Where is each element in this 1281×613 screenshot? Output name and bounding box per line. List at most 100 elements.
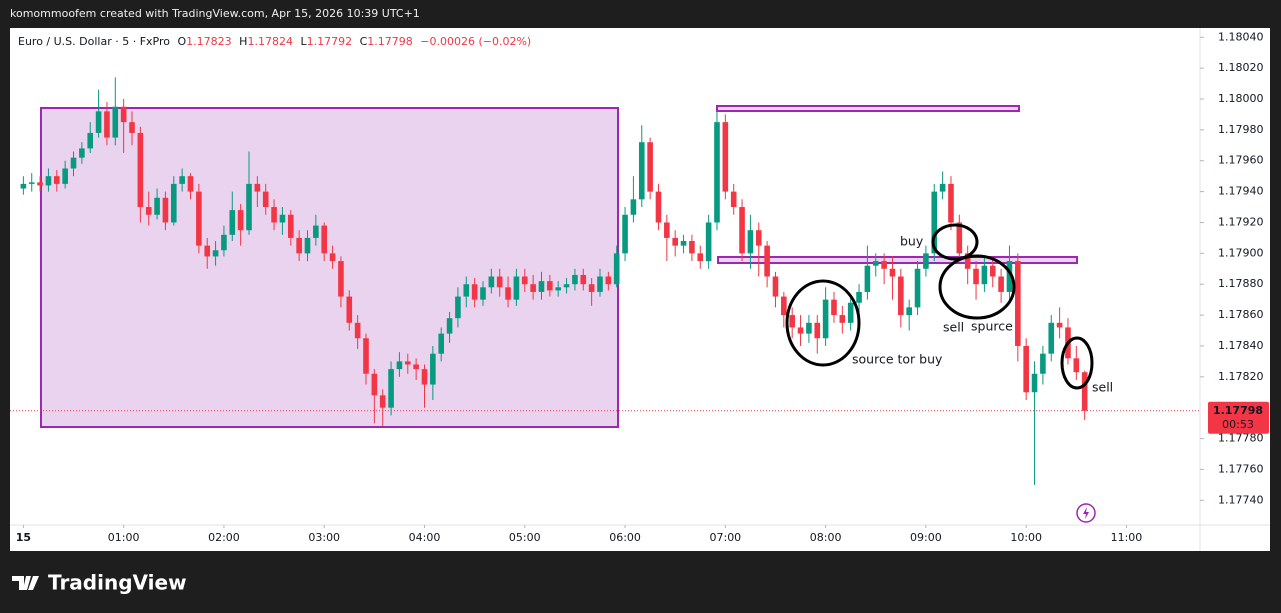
- candle-body: [221, 234, 227, 251]
- circle-drawing: [938, 254, 1016, 320]
- candle-body: [53, 176, 60, 184]
- candle-body: [346, 296, 353, 323]
- candle-body: [137, 132, 144, 208]
- candle-body: [45, 176, 52, 186]
- y-tick-label: 1.17820: [1218, 370, 1264, 383]
- y-tick-label: 1.18000: [1218, 92, 1264, 105]
- candle-body: [839, 315, 846, 323]
- candle-body: [889, 268, 896, 277]
- candle-body: [647, 142, 653, 192]
- candle-body: [1081, 372, 1088, 411]
- x-tick-label: 09:00: [910, 531, 942, 544]
- ohlc-label: H: [239, 35, 247, 48]
- candle-body: [388, 369, 394, 408]
- candle-body: [521, 276, 528, 285]
- candle-body: [145, 207, 152, 215]
- ohlc-value: 1.17824: [247, 35, 293, 48]
- candle-body: [822, 299, 829, 339]
- x-tick-label: 04:00: [409, 531, 441, 544]
- candle-body: [496, 276, 503, 288]
- y-tick-label: 1.17740: [1218, 493, 1264, 506]
- candle-body: [70, 157, 77, 169]
- candle-body: [170, 183, 177, 223]
- candle-body: [981, 265, 988, 285]
- y-tick-label: 1.17780: [1218, 432, 1264, 445]
- candle-body: [948, 183, 954, 223]
- candle-body: [246, 183, 252, 231]
- countdown: 00:53: [1222, 418, 1254, 431]
- candle-body: [906, 307, 912, 316]
- y-tick-label: 1.17840: [1218, 339, 1264, 352]
- candle-body: [547, 281, 553, 291]
- candle-body: [797, 327, 804, 334]
- candle-body: [463, 284, 470, 297]
- candles: [20, 77, 1088, 485]
- candle-body: [588, 284, 595, 292]
- price-label-box: [1208, 401, 1269, 434]
- candle-body: [413, 364, 419, 370]
- candle-body: [580, 274, 587, 285]
- candle-body: [229, 210, 236, 235]
- annotation: sell: [943, 320, 964, 335]
- candle-body: [313, 225, 319, 238]
- candle-body: [237, 210, 244, 231]
- candle-body: [471, 284, 478, 300]
- candle-body: [488, 276, 495, 288]
- x-tick-label: 02:00: [208, 531, 240, 544]
- circle-drawing: [785, 279, 861, 367]
- candle-body: [271, 207, 277, 223]
- ohlc-value: 1.17792: [307, 35, 353, 48]
- candle-body: [856, 291, 862, 303]
- candle-body: [212, 250, 219, 257]
- candle-body: [154, 197, 160, 215]
- candle-body: [37, 182, 43, 186]
- candle-body: [87, 132, 94, 149]
- candle-body: [79, 148, 85, 158]
- candle-body: [630, 199, 637, 215]
- candle-body: [730, 191, 737, 208]
- candle-body: [898, 276, 904, 316]
- candle-body: [597, 276, 603, 292]
- candle-body: [1023, 345, 1029, 393]
- candle-body: [1015, 261, 1021, 346]
- candle-body: [847, 302, 854, 323]
- circle-drawing: [931, 223, 979, 261]
- candle-body: [129, 122, 135, 133]
- level-box: [717, 256, 1078, 264]
- annotation: source tor buy: [852, 352, 943, 367]
- candle-body: [755, 230, 762, 246]
- x-tick-label: 15: [16, 531, 31, 544]
- candle-body: [379, 395, 386, 408]
- alert-icon[interactable]: [1076, 503, 1096, 523]
- x-tick-label: 05:00: [509, 531, 541, 544]
- candle-body: [530, 284, 536, 292]
- candle-body: [28, 182, 35, 184]
- candle-body: [513, 276, 520, 300]
- level-box: [716, 105, 1020, 112]
- y-tick-label: 1.17940: [1218, 185, 1264, 198]
- candle-body: [120, 106, 127, 123]
- ohlc-value: 1.17823: [186, 35, 232, 48]
- candle-body: [1031, 373, 1038, 393]
- y-tick-label: 1.17900: [1218, 246, 1264, 259]
- candle-body: [20, 183, 27, 189]
- x-tick-label: 11:00: [1111, 531, 1143, 544]
- candle-body: [772, 276, 779, 297]
- candle-body: [555, 287, 562, 291]
- candle-body: [338, 261, 344, 297]
- candle-body: [689, 241, 695, 254]
- annotation: spurce: [971, 319, 1013, 334]
- candle-body: [563, 284, 570, 288]
- x-tick-label: 07:00: [709, 531, 741, 544]
- candle-body: [914, 268, 921, 308]
- symbol-title: Euro / U.S. Dollar · 5 · FxPro: [18, 35, 170, 48]
- candle-body: [187, 176, 194, 192]
- circle-drawing: [1060, 336, 1094, 390]
- candle-body: [371, 373, 378, 396]
- candle-body: [296, 237, 302, 254]
- x-tick-label: 06:00: [609, 531, 641, 544]
- candle-body: [973, 268, 979, 285]
- watermark: komommoofem created with TradingView.com…: [10, 7, 420, 20]
- candle-body: [806, 322, 812, 334]
- candle-body: [304, 237, 311, 254]
